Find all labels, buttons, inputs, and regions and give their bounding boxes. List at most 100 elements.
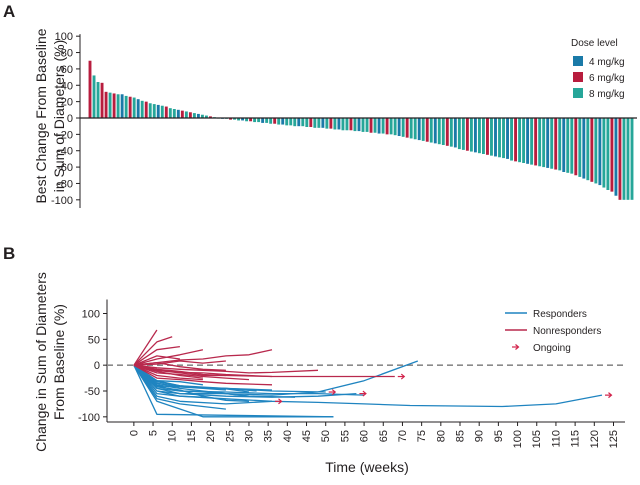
bar — [241, 118, 245, 121]
arrow-right-icon — [328, 389, 337, 395]
bar — [297, 118, 301, 127]
bar — [574, 118, 578, 176]
bar — [542, 118, 546, 168]
responder-line — [133, 364, 273, 405]
bar — [586, 118, 590, 181]
legend-label-8mg: 8 mg/kg — [589, 89, 625, 100]
responder-line — [133, 364, 203, 398]
nonresponder-line — [133, 360, 226, 366]
bar — [152, 104, 156, 118]
panel-b-x-tick-label: 55 — [339, 430, 351, 442]
bar — [437, 118, 441, 145]
bar — [429, 118, 433, 143]
panel-a-bars — [88, 60, 634, 200]
responder-line — [133, 364, 250, 393]
bar — [209, 116, 212, 118]
bar — [180, 110, 184, 118]
panel-a-label: A — [3, 2, 15, 21]
bar — [618, 118, 622, 200]
bar — [245, 118, 249, 122]
bar — [441, 118, 445, 145]
bar — [277, 118, 281, 125]
nonresponder-line — [133, 361, 226, 371]
bar — [626, 118, 630, 200]
panel-b-x-tick-label: 50 — [320, 430, 332, 442]
arrow-right-icon — [512, 344, 520, 350]
bar — [373, 118, 377, 133]
bar — [389, 118, 393, 135]
bar — [160, 105, 164, 118]
panel-a-y-tick-label: 0 — [67, 113, 73, 125]
nonresponder-line — [133, 355, 180, 366]
panel-b-x-tick-label: 95 — [493, 430, 505, 442]
bar — [261, 118, 265, 123]
panel-b-x-tick-label: 105 — [531, 430, 543, 448]
bar — [554, 118, 558, 170]
bar — [473, 118, 477, 153]
bar — [341, 118, 345, 131]
bar — [385, 118, 389, 135]
bar — [514, 118, 518, 162]
bar — [401, 118, 405, 137]
bar — [204, 115, 208, 118]
panel-b-xlabel: Time (weeks) — [325, 459, 409, 475]
bar — [132, 97, 136, 118]
arrow-right-icon — [397, 373, 406, 380]
panel-b-x-tick-label: 115 — [570, 430, 582, 448]
bar — [506, 118, 509, 159]
bar — [108, 92, 112, 118]
bar — [393, 118, 397, 136]
panel-b-label: B — [3, 244, 15, 263]
panel-b-spider-chart: B Change in Sum of Diameters From Baseli… — [3, 244, 625, 475]
bar — [172, 109, 176, 118]
panel-a-y-tick-label: -40 — [57, 146, 73, 158]
bar — [321, 118, 325, 128]
panel-b-y-axis: 100 50 0 -50 -100 — [78, 299, 108, 424]
bar — [196, 113, 200, 118]
bar — [538, 118, 542, 167]
panel-b-x-tick-label: 60 — [359, 430, 371, 442]
bar — [550, 118, 554, 169]
panel-b-x-tick-label: 125 — [608, 430, 620, 448]
panel-b-y-tick-label: -100 — [78, 412, 100, 424]
bar — [421, 118, 425, 141]
bar — [293, 118, 297, 127]
bar — [345, 118, 349, 131]
bar — [445, 118, 449, 146]
bar — [465, 118, 469, 151]
bar — [233, 118, 236, 120]
bar — [309, 118, 313, 127]
panel-b-x-tick-label: 85 — [455, 430, 467, 442]
bar — [156, 104, 160, 118]
bar — [602, 118, 606, 188]
bar — [610, 118, 614, 192]
bar — [469, 118, 473, 152]
bar — [614, 118, 618, 196]
bar — [281, 118, 285, 125]
bar — [461, 118, 465, 150]
panel-a-y-tick-label: -100 — [51, 195, 73, 207]
bar — [92, 75, 96, 118]
panel-a-y-tick-label: 80 — [61, 48, 73, 60]
panel-a-ylabel-line-1: Best Change From Baseline — [33, 28, 49, 203]
bar — [285, 118, 289, 126]
panel-b-x-tick-label: 15 — [186, 430, 198, 442]
bar — [188, 112, 192, 118]
bar — [502, 118, 505, 159]
panel-b-x-tick-label: 100 — [512, 430, 524, 448]
bar — [518, 118, 522, 163]
bar — [482, 118, 485, 154]
panel-b-x-tick-label: 30 — [243, 430, 255, 442]
panel-b-x-axis: 0 5 10 15 20 25 30 35 40 45 50 55 60 65 70 75 80 85 90 95 10… — [107, 421, 625, 448]
bar — [305, 118, 309, 127]
panel-b-x-tick-label: 120 — [589, 430, 601, 448]
panel-a-y-tick-label: 20 — [61, 97, 73, 109]
nonresponder-line — [133, 345, 180, 366]
bar — [377, 118, 381, 134]
bar — [229, 118, 232, 120]
bar — [265, 118, 269, 123]
bar — [457, 118, 461, 150]
bar — [566, 118, 570, 173]
panel-b-x-tick-label: 0 — [128, 430, 140, 436]
